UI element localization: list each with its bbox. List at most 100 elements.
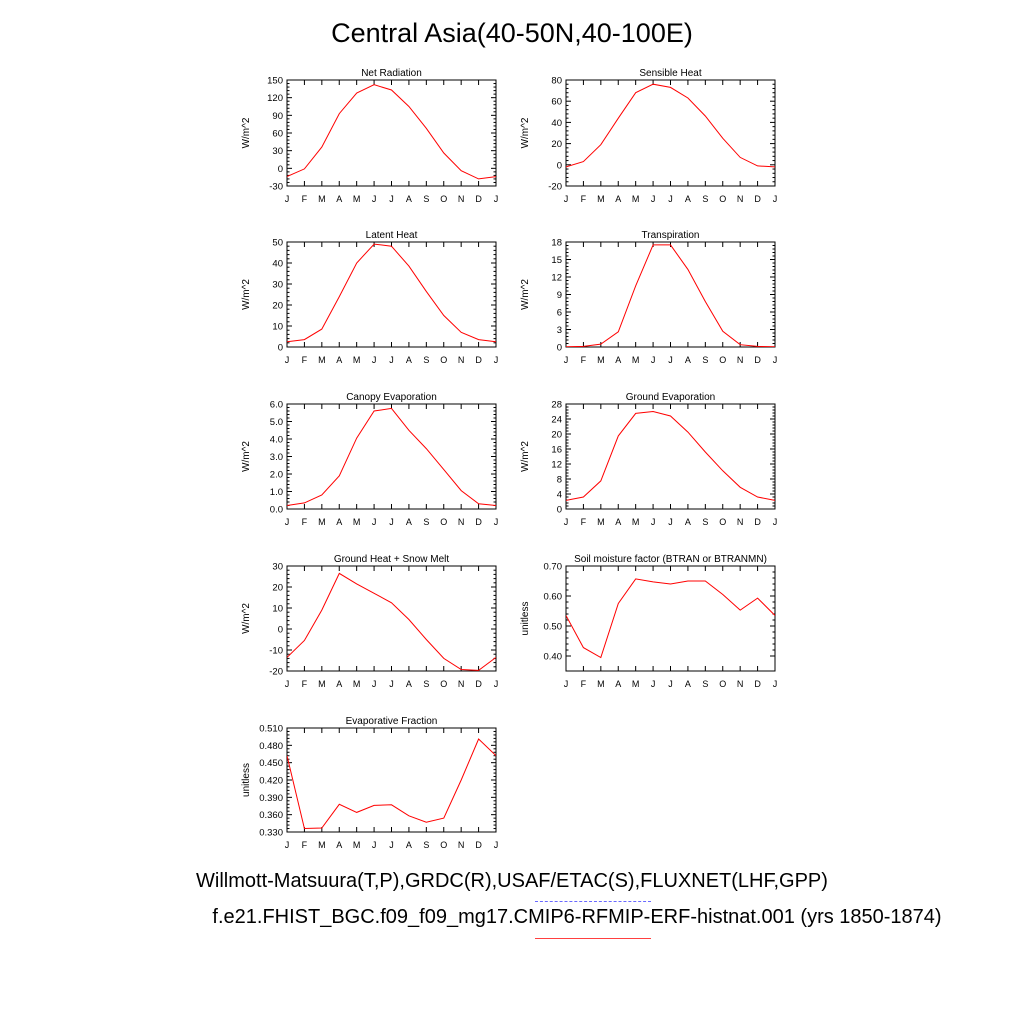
x-tick-label: M	[597, 194, 605, 204]
y-tick-label: 60	[551, 97, 562, 108]
plot-frame	[286, 727, 497, 833]
y-tick-label: 0	[557, 505, 562, 516]
x-tick-label: O	[440, 840, 447, 850]
x-tick-label: J	[773, 194, 778, 204]
x-tick-label: N	[737, 194, 744, 204]
y-tick-label: 3.0	[270, 452, 283, 463]
series-line-model	[287, 84, 496, 180]
x-tick-label: A	[336, 355, 342, 365]
y-tick-label: 0.360	[259, 810, 283, 821]
y-tick-label: -20	[269, 667, 283, 678]
x-tick-label: D	[475, 194, 482, 204]
y-tick-label: 10	[272, 604, 283, 615]
x-tick-label: M	[597, 679, 605, 689]
x-tick-label: N	[737, 517, 744, 527]
x-tick-label: N	[458, 679, 465, 689]
y-tick-label: 20	[272, 583, 283, 594]
x-tick-label: J	[564, 517, 569, 527]
x-tick-label: A	[336, 679, 342, 689]
x-tick-label: J	[494, 355, 499, 365]
x-tick-label: D	[754, 517, 761, 527]
y-tick-label: 2.0	[270, 470, 283, 481]
y-tick-label: 0	[557, 343, 562, 354]
x-tick-label: A	[615, 355, 621, 365]
x-tick-label: J	[389, 679, 394, 689]
y-tick-label: 0.390	[259, 793, 283, 804]
x-tick-label: J	[389, 840, 394, 850]
series-line-model	[287, 572, 496, 671]
x-tick-label: D	[754, 355, 761, 365]
y-tick-label: 10	[272, 322, 283, 333]
y-tick-label: 0.40	[544, 652, 563, 663]
x-tick-label: N	[458, 517, 465, 527]
series-line-model	[566, 244, 775, 347]
x-tick-label: J	[494, 840, 499, 850]
x-tick-label: D	[475, 679, 482, 689]
panel-title: Soil moisture factor (BTRAN or BTRANMN)	[574, 554, 767, 565]
x-tick-label: F	[581, 679, 587, 689]
x-tick-label: O	[440, 355, 447, 365]
x-tick-label: O	[440, 679, 447, 689]
y-tick-label: 90	[272, 111, 283, 122]
y-tick-label: 4	[557, 490, 562, 501]
panel-title: Evaporative Fraction	[346, 716, 438, 727]
x-tick-label: A	[685, 355, 691, 365]
y-axis-label: unitless	[520, 602, 531, 636]
x-tick-label: F	[581, 517, 587, 527]
plot-frame	[286, 79, 497, 187]
x-tick-label: J	[494, 679, 499, 689]
x-tick-label: J	[773, 517, 778, 527]
x-tick-label: J	[651, 679, 656, 689]
x-tick-label: A	[406, 517, 412, 527]
y-tick-label: 0.510	[259, 724, 283, 735]
x-tick-label: M	[318, 194, 326, 204]
x-tick-label: J	[372, 194, 377, 204]
y-tick-label: 20	[551, 430, 562, 441]
x-tick-label: A	[615, 517, 621, 527]
x-tick-label: O	[719, 679, 726, 689]
panel-title: Ground Heat + Snow Melt	[334, 554, 450, 565]
y-tick-label: 0	[278, 343, 283, 354]
y-tick-label: 40	[272, 259, 283, 270]
x-tick-label: D	[754, 194, 761, 204]
y-tick-label: 0	[557, 160, 562, 171]
x-tick-label: S	[702, 517, 708, 527]
x-tick-label: D	[475, 355, 482, 365]
x-tick-label: A	[685, 517, 691, 527]
x-tick-label: A	[406, 355, 412, 365]
panel-title: Ground Evaporation	[626, 392, 716, 403]
x-tick-label: J	[389, 194, 394, 204]
panel-title: Latent Heat	[366, 230, 418, 241]
y-axis-label: W/m^2	[241, 603, 252, 634]
plot-frame	[565, 241, 776, 348]
x-tick-label: F	[302, 679, 308, 689]
y-tick-label: 28	[551, 400, 562, 411]
legend-model-swatch	[535, 938, 651, 939]
x-tick-label: M	[318, 679, 326, 689]
series-line-model	[566, 410, 775, 501]
x-tick-label: J	[372, 679, 377, 689]
y-tick-label: 120	[267, 93, 283, 104]
x-tick-label: O	[719, 194, 726, 204]
series-line-model	[566, 83, 775, 168]
y-tick-label: 0.50	[544, 622, 563, 633]
series-line-model	[287, 407, 496, 506]
x-tick-label: S	[423, 517, 429, 527]
x-tick-label: F	[302, 840, 308, 850]
x-tick-label: M	[632, 679, 640, 689]
y-tick-label: 0	[278, 625, 283, 636]
x-tick-label: S	[702, 679, 708, 689]
y-tick-label: 9	[557, 290, 562, 301]
y-tick-label: -30	[269, 182, 283, 193]
x-tick-label: J	[651, 517, 656, 527]
x-tick-label: J	[494, 194, 499, 204]
x-tick-label: N	[458, 840, 465, 850]
x-tick-label: M	[318, 840, 326, 850]
